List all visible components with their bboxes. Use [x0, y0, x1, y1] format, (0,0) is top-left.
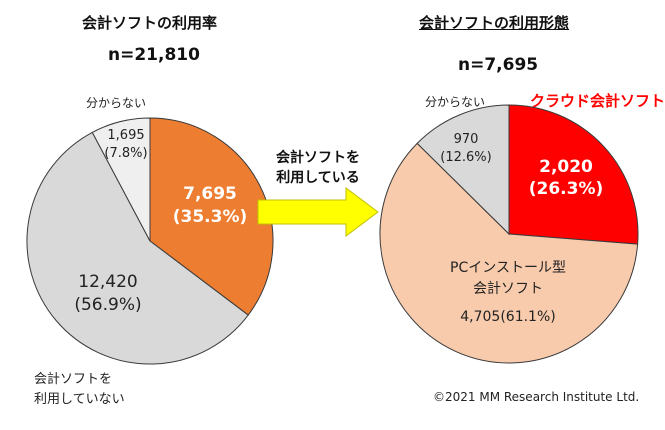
arrow-label-line1: 会計ソフトを [276, 150, 360, 166]
right-pie-slice-0 [508, 104, 639, 245]
right-unknown-outside-label: 分からない [425, 95, 486, 109]
right-pie-chart [379, 104, 639, 364]
left-slice-unknown-percent: (7.8%) [104, 146, 147, 161]
left-not-using-outside-label: 会計ソフトを 利用していない [34, 370, 125, 410]
right-pie-slice-1 [379, 142, 639, 364]
right-chart-title: 会計ソフトの利用形態 [419, 14, 570, 32]
left-slice-not-using-percent: (56.9%) [74, 295, 141, 315]
left-not-using-line2: 利用していない [34, 392, 125, 407]
arrow-label-line2: 利用している [276, 170, 360, 186]
right-slice-cloud-percent: (26.3%) [529, 179, 604, 199]
left-chart-sample-size: n=21,810 [108, 45, 200, 65]
left-slice-using-value: 7,695 [183, 184, 237, 204]
left-pie-chart [26, 117, 274, 365]
left-pie-slice-1 [26, 131, 249, 365]
left-pie-slice-2 [91, 117, 151, 242]
copyright-text: ©2021 MM Research Institute Ltd. [433, 390, 640, 404]
left-not-using-line1: 会計ソフトを [34, 372, 113, 387]
right-cloud-outside-label: クラウド会計ソフト [530, 92, 665, 110]
left-chart-title: 会計ソフトの利用率 [82, 14, 218, 32]
transition-arrow [257, 187, 379, 237]
left-unknown-outside-label: 分からない [86, 96, 147, 110]
left-slice-using-percent: (35.3%) [173, 207, 248, 227]
left-slice-not-using-value: 12,420 [78, 272, 137, 292]
right-slice-pc-value: 4,705(61.1%) [460, 309, 555, 325]
right-slice-cloud-value: 2,020 [539, 157, 593, 177]
left-slice-unknown-value: 1,695 [107, 128, 144, 143]
left-pie-slice-0 [149, 117, 274, 316]
right-chart-sample-size: n=7,695 [458, 55, 539, 75]
right-slice-unknown-value: 970 [454, 132, 479, 147]
right-slice-pc-label-line1: PCインストール型 [450, 260, 566, 276]
arrow-label: 会計ソフトを 利用している [258, 148, 378, 188]
right-pie-slice-2 [416, 104, 510, 236]
right-slice-pc-label-line2: 会計ソフト [473, 281, 543, 297]
right-slice-unknown-percent: (12.6%) [440, 150, 491, 165]
